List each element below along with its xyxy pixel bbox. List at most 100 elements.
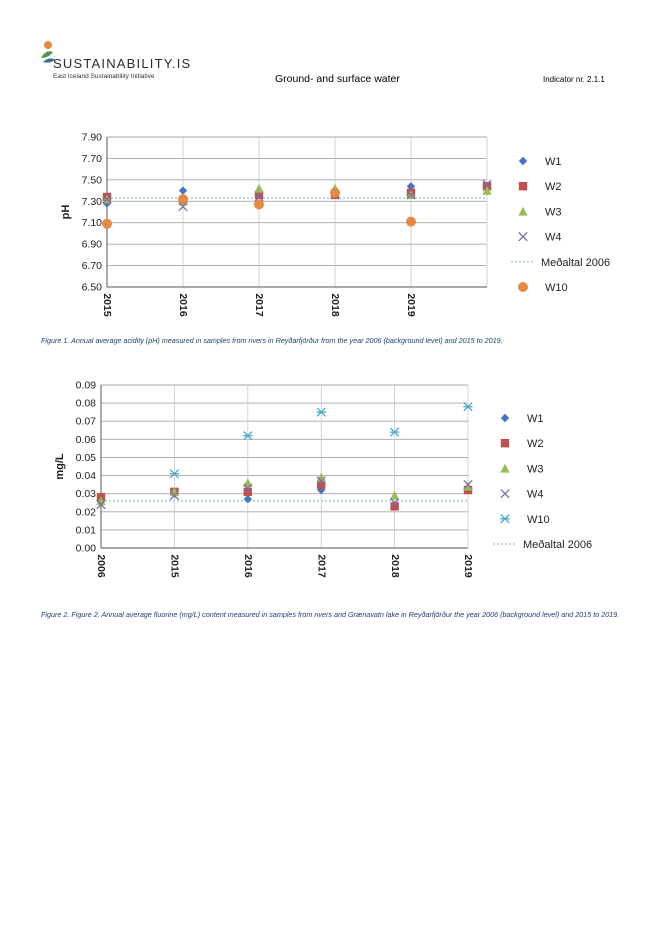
y-tick-label: 0.03 — [76, 488, 97, 500]
legend-label: W2 — [545, 181, 562, 193]
data-point-w10 — [169, 469, 180, 479]
y-tick-label: 7.70 — [82, 153, 103, 165]
series-w1 — [96, 484, 473, 511]
x-tick-label: 2015 — [101, 293, 113, 317]
data-point-w3 — [254, 183, 264, 193]
series-w3 — [96, 472, 473, 506]
data-point-w4 — [389, 498, 400, 508]
x-tick-label: 2018 — [389, 554, 401, 578]
figure2-caption: Figure 2. Figure 2. Annual average fluor… — [41, 610, 620, 619]
legend-label: Meðaltal 2006 — [523, 539, 592, 551]
data-point-w4 — [243, 483, 253, 493]
legend-swatch-w1 — [500, 413, 510, 423]
y-tick-label: 7.30 — [82, 196, 103, 208]
legend-swatch-w4 — [500, 488, 510, 499]
series-w2 — [102, 182, 492, 206]
data-point-w10 — [254, 199, 264, 210]
data-point-w1 — [178, 186, 188, 195]
legend-swatch-w10 — [518, 282, 528, 292]
data-point-w4 — [178, 201, 188, 212]
data-point-w2 — [243, 487, 252, 497]
y-tick-label: 6.70 — [82, 260, 103, 272]
data-point-w4 — [96, 499, 106, 510]
legend-label: W4 — [527, 489, 544, 501]
y-tick-label: 6.90 — [82, 239, 103, 251]
logo-leaf-icon — [41, 41, 55, 63]
y-tick-label: 0.07 — [76, 416, 97, 428]
ph-chart: 6.50 6.70 6.90 7.10 7.30 7.50 7.70 7.90 2015 2016… — [60, 132, 610, 317]
data-point-w10 — [102, 218, 112, 229]
legend-label: W10 — [545, 282, 568, 294]
data-point-w4 — [169, 490, 180, 501]
legend-label: W3 — [527, 463, 544, 475]
figure1-caption: Figure 1. Annual average acidity (pH) me… — [41, 336, 503, 345]
legend-swatch-w2 — [518, 182, 528, 191]
series-w1 — [102, 182, 492, 208]
y-axis-label: pH — [60, 205, 72, 220]
data-point-w2 — [390, 502, 399, 511]
data-point-w4 — [406, 190, 416, 200]
data-point-w10 — [316, 407, 326, 417]
x-tick-label: 2019 — [405, 293, 417, 317]
series-w2 — [96, 480, 473, 511]
y-tick-label: 0.00 — [76, 543, 97, 555]
y-tick-label: 7.90 — [82, 132, 103, 144]
data-point-w10 — [463, 402, 473, 412]
logo-subtitle: East Iceland Sustainability Initiative — [53, 73, 155, 80]
legend-swatch-w1 — [518, 156, 528, 166]
data-point-w4 — [463, 479, 473, 490]
legend-label: W1 — [527, 413, 544, 425]
fluorine-chart: 0.00 0.01 0.02 0.03 0.04 0.05 0.06 0.07 0.08 0.09… — [55, 380, 592, 578]
page-title: Ground- and surface water — [275, 73, 400, 85]
data-point-w4 — [102, 194, 112, 204]
x-tick-label: 2016 — [177, 293, 189, 317]
legend-label: W1 — [545, 156, 562, 168]
data-point-w1 — [243, 494, 252, 504]
y-tick-label: 0.08 — [76, 398, 97, 410]
y-axis-label: mg/L — [55, 453, 66, 480]
data-point-w3 — [482, 185, 492, 195]
series-w4 — [96, 476, 473, 510]
data-point-w10 — [178, 194, 188, 205]
legend-swatch-w4 — [518, 231, 528, 242]
indicator-number: Indicator nr. 2.1.1 — [543, 75, 605, 84]
x-tick-label: 2015 — [169, 554, 181, 578]
data-point-w10 — [389, 427, 400, 437]
legend-label: W4 — [545, 232, 562, 244]
y-tick-label: 0.05 — [76, 452, 97, 464]
data-point-w10 — [243, 431, 253, 441]
x-tick-label: 2019 — [462, 554, 474, 578]
data-point-w3 — [389, 490, 400, 500]
y-tick-label: 7.10 — [82, 217, 103, 229]
x-tick-label: 2018 — [329, 293, 341, 317]
data-point-w3 — [243, 478, 253, 487]
legend-label: W10 — [527, 514, 550, 526]
legend-label: W3 — [545, 206, 562, 218]
data-point-w1 — [406, 182, 416, 191]
data-point-w4 — [482, 179, 492, 189]
data-point-w2 — [254, 190, 264, 200]
legend-swatch-w3 — [518, 206, 528, 216]
logo-text: SUSTAINABILITY.IS — [53, 56, 192, 71]
y-tick-label: 0.09 — [76, 380, 97, 392]
x-tick-label: 2017 — [315, 554, 327, 578]
legend-label: Meðaltal 2006 — [541, 257, 610, 269]
y-tick-label: 6.50 — [82, 282, 103, 294]
y-tick-label: 0.02 — [76, 506, 97, 518]
data-point-w4 — [316, 476, 326, 486]
series-w3 — [102, 183, 492, 206]
logo: SUSTAINABILITY.IS East Iceland Sustainab… — [40, 40, 210, 84]
x-tick-label: 2006 — [95, 554, 107, 578]
data-point-w4 — [254, 192, 264, 202]
x-tick-label: 2016 — [242, 554, 254, 578]
x-tick-label: 2017 — [253, 293, 265, 317]
data-point-w10 — [406, 216, 416, 227]
legend-swatch-w2 — [500, 439, 510, 448]
legend-label: W2 — [527, 438, 544, 450]
legend-swatch-w10 — [500, 514, 510, 524]
data-point-w10 — [330, 187, 340, 198]
y-tick-label: 0.04 — [76, 470, 97, 482]
legend-swatch-w3 — [500, 463, 510, 473]
series-w4 — [102, 179, 492, 212]
series-w10 — [102, 187, 416, 229]
